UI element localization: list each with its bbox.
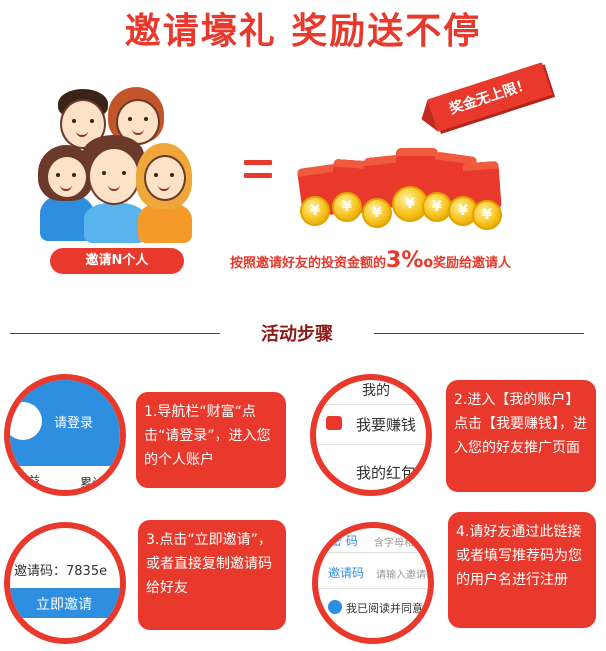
- reward-description: 按照邀请好友的投资金额的3‰奖励给邀请人: [230, 248, 511, 273]
- agree-text: 我已阅读并同意: [346, 602, 423, 615]
- step-4-card: 4.请好友通过此链接或者填写推荐码为您的用户名进行注册: [448, 512, 596, 628]
- my-red-packet-text: 我的红包: [356, 464, 417, 482]
- invite-code-text: 邀请码：7835e: [14, 564, 108, 579]
- avatar-icon: [10, 402, 42, 440]
- red-envelopes-coins-illustration: ¥ ¥ ¥ ¥ ¥ ¥ ¥: [296, 130, 506, 240]
- invite-now-label: 立即邀请: [36, 597, 92, 613]
- invite-code-hint: 请输入邀请码: [376, 570, 434, 581]
- step-1-card: 1.导航栏“财富“点击“请登录”，进入您的个人账户: [136, 392, 286, 488]
- invite-code-label: 邀请码: [328, 566, 365, 580]
- reward-prefix: 按照邀请好友的投资金额的: [230, 256, 387, 271]
- password-hint: 含字母和: [374, 538, 414, 549]
- invite-now-button[interactable]: 立即邀请: [10, 588, 120, 618]
- steps-title: 活动步骤: [261, 324, 333, 345]
- password-label: 密 码: [330, 534, 358, 548]
- equals-sign: [244, 160, 272, 180]
- daily-earnings-text: 日收益: [4, 474, 41, 488]
- my-account-text: 我的: [362, 383, 390, 399]
- reward-rate: 3‰: [386, 248, 434, 273]
- step-3-thumbnail: 邀请码：7835e 立即邀请: [4, 522, 126, 644]
- coin-icon: ¥: [472, 200, 502, 230]
- step-2-thumbnail: 我的 我要赚钱 我的红包: [310, 374, 432, 496]
- earn-money-text: 我要赚钱: [356, 416, 417, 434]
- coin-icon: ¥: [332, 192, 362, 222]
- divider-right: [374, 333, 584, 334]
- checkbox-checked-icon[interactable]: [328, 600, 342, 614]
- step-2-card: 2.进入【我的账户】点击【我要赚钱】，进入您的好友推广页面: [446, 380, 596, 492]
- bonus-unlimited-ribbon: 奖金无上限！: [427, 62, 553, 132]
- coin-icon: ¥: [300, 196, 330, 226]
- login-text: 请登录: [54, 416, 94, 431]
- invite-n-people-label: 邀请N个人: [50, 248, 184, 274]
- step-1-thumbnail: 请登录 日收益 累计: [4, 374, 126, 496]
- step-4-thumbnail: 密 码 含字母和 邀请码 请输入邀请码 我已阅读并同意: [312, 522, 434, 644]
- step-3-card: 3.点击“立即邀请”，或者直接复制邀请码给好友: [138, 520, 286, 630]
- reward-suffix: 奖励给邀请人: [433, 256, 512, 271]
- family-illustration: [38, 85, 198, 245]
- accumulated-text: 累计: [80, 476, 105, 490]
- coin-icon: ¥: [422, 192, 452, 222]
- coin-icon: ¥: [362, 198, 392, 228]
- red-envelope-icon: [326, 416, 342, 430]
- divider-left: [10, 333, 220, 334]
- page-headline: 邀请壕礼 奖励送不停: [124, 11, 482, 52]
